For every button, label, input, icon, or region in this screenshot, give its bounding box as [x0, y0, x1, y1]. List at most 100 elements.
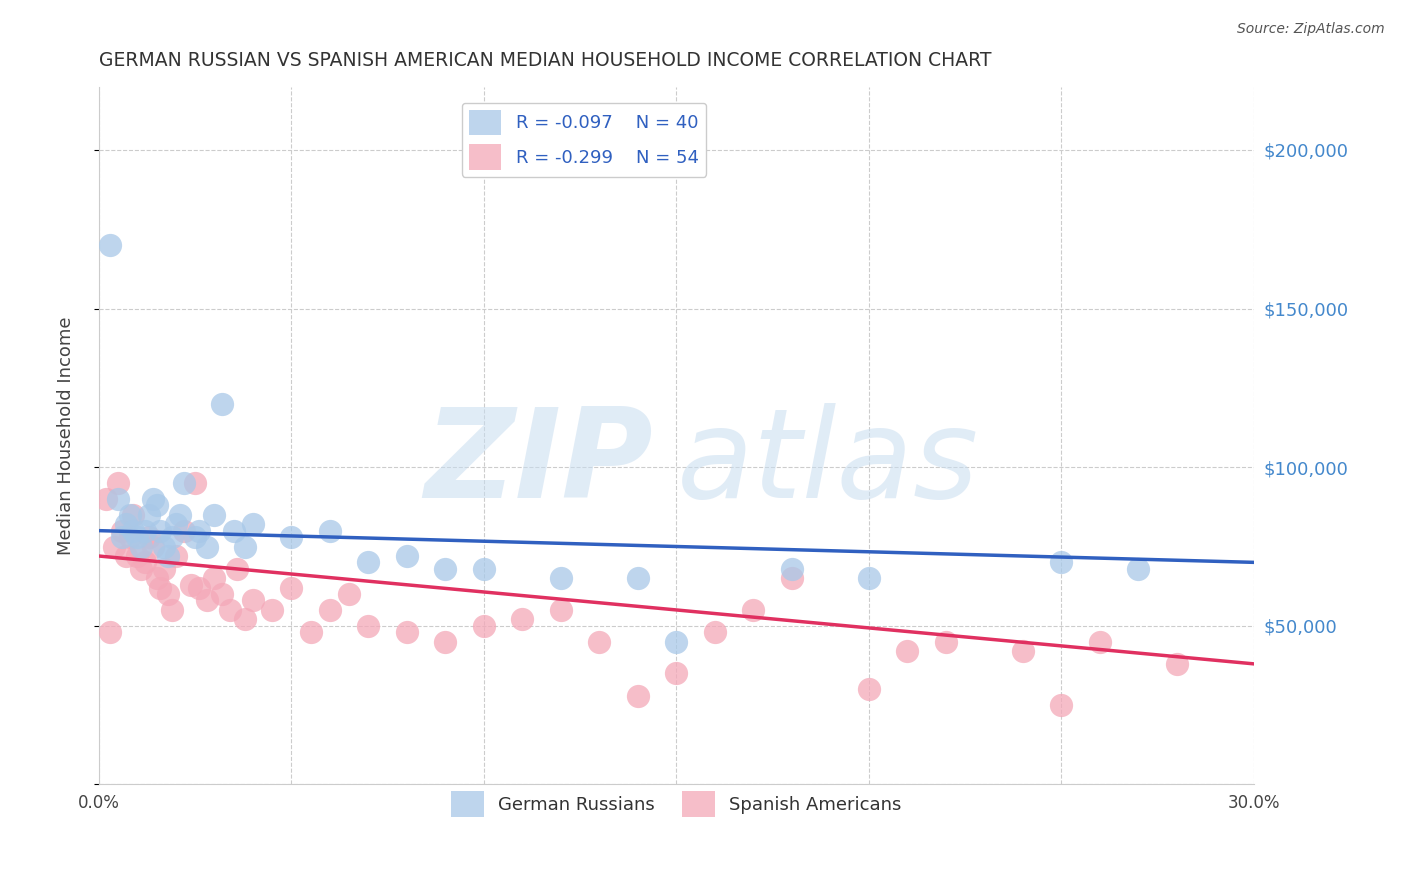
Point [742, 603, 765, 617]
Point [858, 682, 880, 697]
Point [357, 555, 380, 569]
Point [114, 517, 136, 532]
Point [472, 562, 495, 576]
Point [550, 603, 572, 617]
Text: GERMAN RUSSIAN VS SPANISH AMERICAN MEDIAN HOUSEHOLD INCOME CORRELATION CHART: GERMAN RUSSIAN VS SPANISH AMERICAN MEDIA… [98, 51, 991, 70]
Text: Source: ZipAtlas.com: Source: ZipAtlas.com [1237, 22, 1385, 37]
Point [233, 612, 256, 626]
Point [588, 634, 610, 648]
Point [173, 476, 195, 491]
Point [896, 644, 918, 658]
Point [1050, 555, 1073, 569]
Point [299, 625, 322, 640]
Point [107, 476, 129, 491]
Point [262, 603, 284, 617]
Point [780, 571, 803, 585]
Point [1088, 634, 1111, 648]
Point [280, 581, 302, 595]
Point [145, 571, 167, 585]
Point [114, 549, 136, 563]
Point [96, 491, 118, 506]
Text: atlas: atlas [676, 403, 979, 524]
Point [142, 491, 165, 506]
Point [202, 508, 225, 522]
Point [858, 571, 880, 585]
Point [107, 491, 129, 506]
Y-axis label: Median Household Income: Median Household Income [58, 317, 75, 555]
Point [780, 562, 803, 576]
Point [187, 524, 209, 538]
Point [134, 524, 156, 538]
Point [127, 549, 149, 563]
Point [165, 549, 187, 563]
Point [118, 530, 141, 544]
Point [118, 508, 141, 522]
Point [195, 593, 218, 607]
Point [550, 571, 572, 585]
Point [122, 524, 145, 538]
Point [280, 530, 302, 544]
Point [665, 634, 688, 648]
Point [1012, 644, 1035, 658]
Point [211, 397, 233, 411]
Point [157, 587, 180, 601]
Point [226, 562, 249, 576]
Point [111, 530, 134, 544]
Point [153, 540, 176, 554]
Point [138, 508, 160, 522]
Point [218, 603, 240, 617]
Point [153, 562, 176, 576]
Point [211, 587, 233, 601]
Point [222, 524, 245, 538]
Point [337, 587, 360, 601]
Point [173, 524, 195, 538]
Point [1128, 562, 1150, 576]
Point [1166, 657, 1188, 671]
Point [512, 612, 534, 626]
Point [138, 530, 160, 544]
Point [242, 517, 264, 532]
Point [1050, 698, 1073, 712]
Point [233, 540, 256, 554]
Point [127, 530, 149, 544]
Point [357, 619, 380, 633]
Point [142, 540, 165, 554]
Point [122, 508, 145, 522]
Point [98, 625, 121, 640]
Point [145, 498, 167, 512]
Point [98, 238, 121, 252]
Point [434, 562, 457, 576]
Point [319, 603, 342, 617]
Point [184, 530, 207, 544]
Point [665, 666, 688, 681]
Text: ZIP: ZIP [425, 403, 654, 524]
Point [160, 530, 183, 544]
Point [160, 603, 183, 617]
Point [180, 577, 202, 591]
Point [149, 524, 172, 538]
Point [111, 524, 134, 538]
Point [129, 562, 152, 576]
Point [202, 571, 225, 585]
Point [103, 540, 125, 554]
Point [703, 625, 725, 640]
Point [169, 508, 191, 522]
Point [195, 540, 218, 554]
Point [472, 619, 495, 633]
Point [184, 476, 207, 491]
Point [935, 634, 957, 648]
Point [149, 581, 172, 595]
Point [395, 549, 418, 563]
Point [434, 634, 457, 648]
Point [134, 555, 156, 569]
Point [157, 549, 180, 563]
Legend: German Russians, Spanish Americans: German Russians, Spanish Americans [444, 784, 908, 824]
Point [395, 625, 418, 640]
Point [627, 571, 650, 585]
Point [242, 593, 264, 607]
Point [165, 517, 187, 532]
Point [129, 540, 152, 554]
Point [187, 581, 209, 595]
Point [627, 689, 650, 703]
Point [319, 524, 342, 538]
